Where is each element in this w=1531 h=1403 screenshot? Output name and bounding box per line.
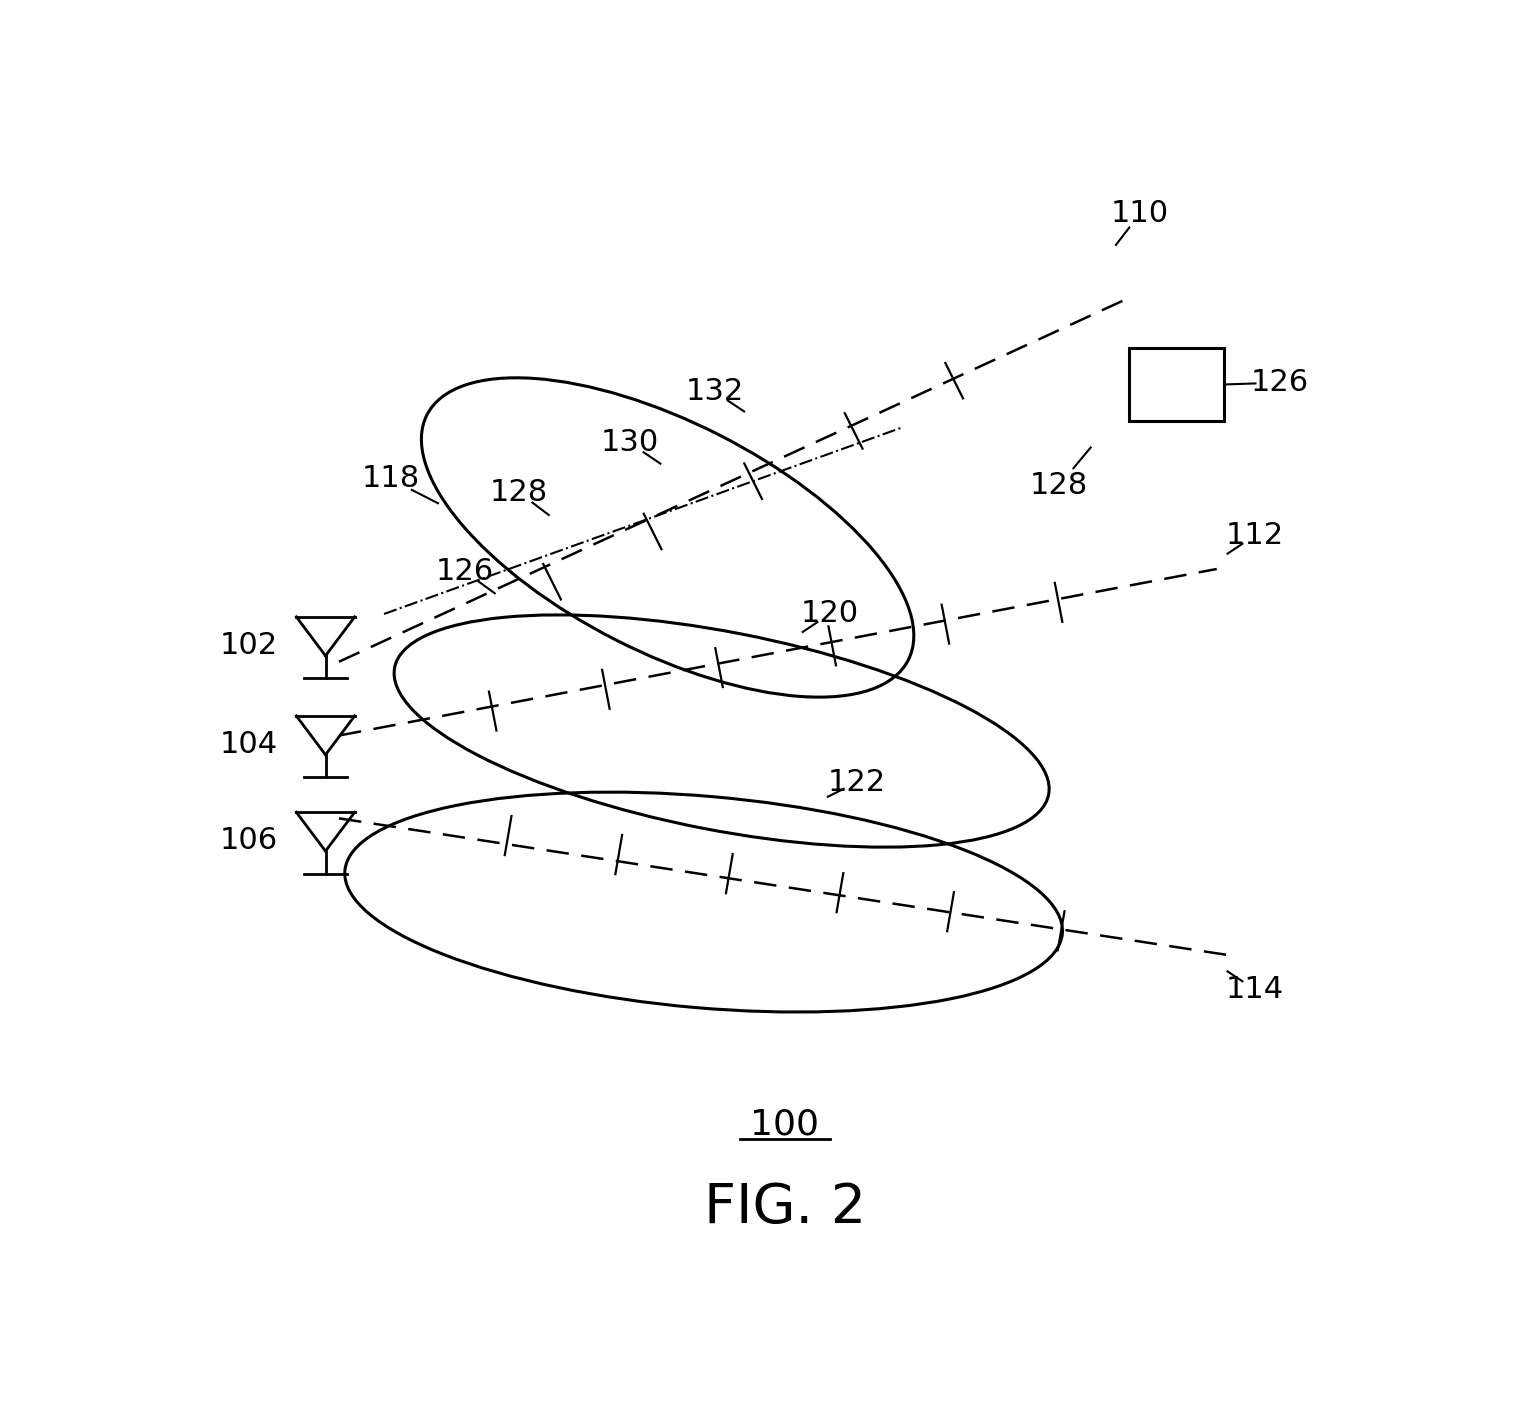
Text: 104: 104	[220, 730, 279, 759]
Text: 110: 110	[1112, 199, 1170, 227]
Text: 100: 100	[750, 1107, 819, 1142]
Text: 126: 126	[1251, 368, 1309, 397]
Bar	[1128, 348, 1223, 421]
Text: 114: 114	[1225, 975, 1283, 1005]
Text: FIG. 2: FIG. 2	[704, 1181, 865, 1235]
Text: 106: 106	[220, 826, 279, 856]
Text: 126: 126	[436, 557, 495, 586]
Text: 118: 118	[361, 464, 419, 494]
Text: 132: 132	[686, 377, 744, 405]
Text: 130: 130	[600, 428, 658, 457]
Text: 128: 128	[490, 478, 548, 506]
Text: 112: 112	[1225, 521, 1283, 550]
Text: 122: 122	[828, 767, 886, 797]
Text: 102: 102	[220, 631, 279, 659]
Text: 128: 128	[1030, 471, 1089, 499]
Text: 120: 120	[801, 599, 859, 629]
